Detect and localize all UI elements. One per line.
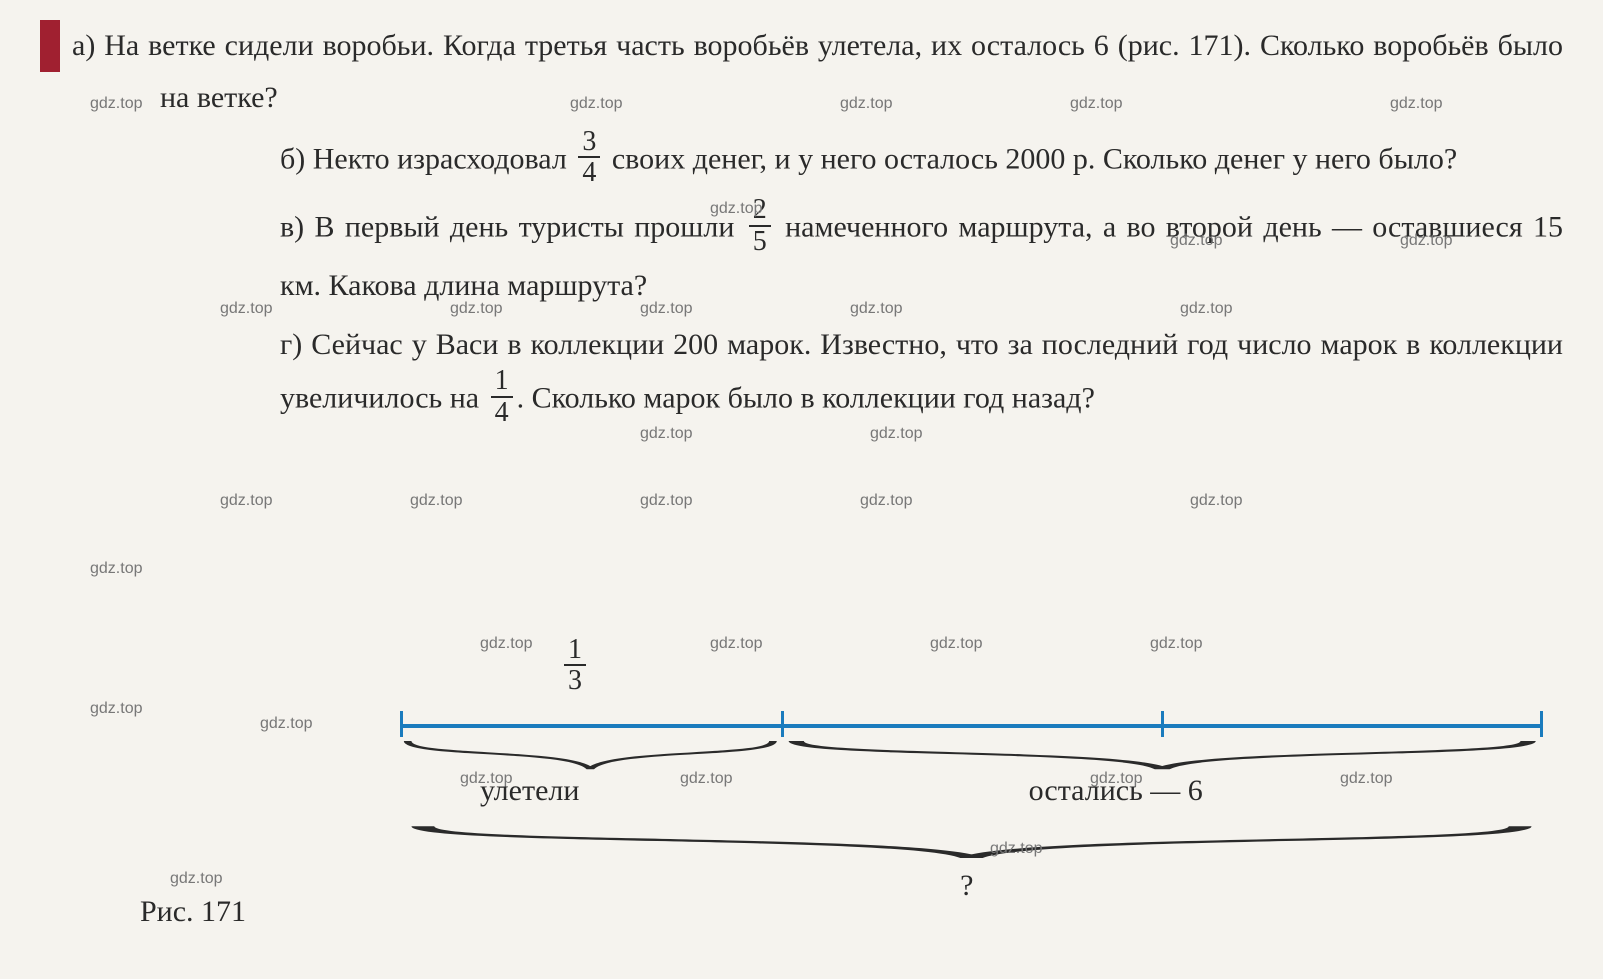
part-b: б) Некто израсходовал 34 своих денег, и …: [160, 131, 1563, 192]
part-a: а) На ветке сидели воробьи. Когда третья…: [72, 29, 1563, 114]
tick-3: [1540, 711, 1543, 737]
number-line: [400, 724, 1543, 728]
watermark: gdz.top: [1190, 492, 1242, 510]
tick-0: [400, 711, 403, 737]
brace-total: [400, 824, 1543, 869]
part-b-post: своих денег, и у него осталось 2000 р. С…: [604, 142, 1457, 175]
part-c: в) В первый день туристы прошли 25 намеч…: [160, 199, 1563, 311]
brace-flew-away-label: улетели: [480, 774, 579, 808]
part-c-pre: в) В первый день туристы прошли: [280, 211, 745, 244]
part-d: г) Сейчас у Васи в коллекции 200 марок. …: [160, 319, 1563, 431]
watermark: gdz.top: [860, 492, 912, 510]
fraction-1-3: 13: [564, 635, 586, 696]
watermark: gdz.top: [90, 700, 142, 718]
figure-top-fraction: 13: [560, 639, 590, 700]
watermark: gdz.top: [220, 492, 272, 510]
problem-body: 4.151. а) На ветке сидели воробьи. Когда …: [40, 20, 1563, 431]
tick-1: [781, 711, 784, 737]
figure-label: Рис. 171: [140, 895, 246, 929]
fraction-1-4: 14: [491, 366, 513, 427]
part-d-post: . Сколько марок было в коллекции год наз…: [517, 381, 1095, 414]
watermark: gdz.top: [640, 492, 692, 510]
brace-remained-label: остались — 6: [1029, 774, 1203, 808]
brace-total-label: ?: [960, 869, 973, 903]
problem-number: 4.151.: [40, 20, 60, 72]
figure-171: Рис. 171 13 улетели остались — 6 ?: [140, 639, 1543, 939]
fraction-2-5: 25: [749, 195, 771, 256]
brace-flew-away: [400, 739, 781, 779]
fraction-3-4: 34: [578, 127, 600, 188]
number-line-wrap: 13 улетели остались — 6 ?: [400, 639, 1543, 939]
brace-remained: [781, 739, 1543, 779]
part-b-pre: б) Некто израсходовал: [280, 142, 574, 175]
tick-2: [1161, 711, 1164, 737]
watermark: gdz.top: [90, 560, 142, 578]
watermark: gdz.top: [410, 492, 462, 510]
